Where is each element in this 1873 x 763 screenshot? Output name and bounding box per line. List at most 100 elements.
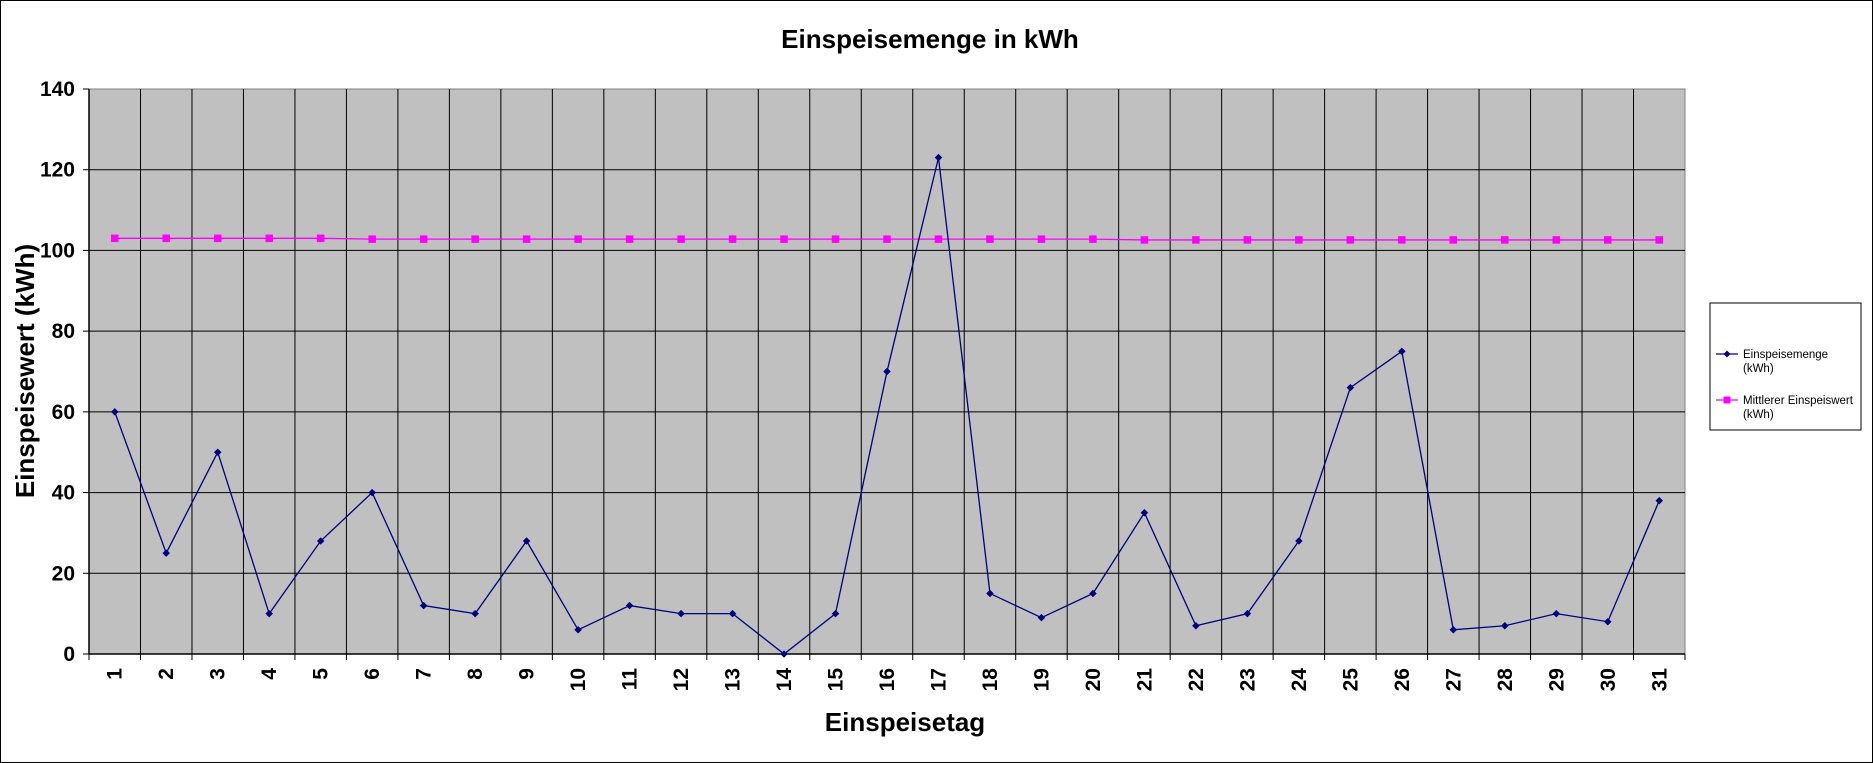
- data-point: [213, 234, 222, 243]
- legend-label-unit: (kWh): [1743, 363, 1774, 375]
- x-tick-label: 23: [1236, 668, 1259, 691]
- legend-swatch-marker: [1723, 396, 1731, 404]
- data-point: [883, 367, 891, 376]
- data-point: [1243, 236, 1252, 244]
- data-point: [1089, 235, 1097, 243]
- data-point: [265, 234, 273, 243]
- legend-label: Mittlerer Einspeiswert: [1743, 395, 1854, 407]
- data-point: [522, 537, 531, 545]
- x-tick-label: 20: [1082, 668, 1105, 691]
- data-point: [419, 601, 428, 610]
- data-point: [831, 235, 840, 243]
- chart-title: Einspeisemenge in kWh: [781, 24, 1079, 54]
- y-tick-label: 100: [40, 239, 75, 262]
- data-point: [1449, 236, 1458, 244]
- data-point: [1346, 236, 1355, 244]
- data-point: [986, 589, 994, 598]
- data-point: [368, 235, 376, 243]
- x-tick-label: 13: [722, 668, 745, 691]
- data-point: [728, 609, 737, 618]
- x-tick-label: 30: [1597, 668, 1620, 691]
- data-point: [574, 625, 582, 634]
- x-tick-label: 18: [979, 668, 1002, 692]
- data-point: [986, 235, 994, 243]
- legend-label: Einspeisemenge: [1743, 349, 1828, 361]
- data-point: [728, 235, 737, 243]
- x-tick-label: 17: [927, 668, 950, 691]
- data-point: [1552, 236, 1561, 244]
- data-point: [213, 448, 222, 457]
- x-tick-label: 6: [361, 668, 384, 680]
- x-tick-label: 26: [1391, 668, 1414, 691]
- x-tick-label: 8: [464, 668, 487, 680]
- x-tick-label: 14: [773, 668, 796, 692]
- legend: Einspeisemenge(kWh)Mittlerer Einspeiswer…: [1709, 302, 1862, 431]
- data-point: [162, 234, 170, 243]
- data-point: [162, 549, 171, 557]
- data-point: [934, 235, 943, 243]
- y-tick-label: 60: [52, 401, 75, 424]
- x-tick-label: 1: [104, 668, 127, 680]
- data-point: [368, 488, 377, 497]
- data-point: [316, 234, 325, 243]
- data-point: [883, 235, 891, 243]
- x-tick-label: 22: [1185, 668, 1208, 691]
- data-point: [1192, 621, 1200, 630]
- series-mittlerer-einspeiswert: [110, 234, 1664, 244]
- data-point: [934, 153, 943, 162]
- y-tick-label: 80: [52, 320, 75, 343]
- data-point: [1449, 625, 1458, 634]
- x-tick-label: 24: [1288, 668, 1311, 692]
- data-point: [1089, 589, 1097, 598]
- y-tick-label: 20: [52, 562, 75, 585]
- legend-label-unit: (kWh): [1743, 409, 1774, 421]
- data-point: [1397, 347, 1406, 356]
- x-tick-label: 2: [155, 668, 178, 680]
- legend-swatch-marker: [1723, 350, 1731, 358]
- data-point: [625, 235, 634, 243]
- x-tick-label: 29: [1545, 668, 1568, 691]
- data-point: [419, 235, 428, 243]
- x-tick-label: 31: [1648, 668, 1671, 692]
- x-tick-label: 16: [876, 668, 899, 691]
- data-point: [1192, 236, 1200, 244]
- data-point: [1140, 508, 1149, 517]
- x-tick-label: 4: [258, 668, 281, 680]
- data-point: [1243, 609, 1252, 618]
- data-point: [1295, 537, 1303, 545]
- x-tick-label: 5: [310, 668, 333, 680]
- data-point: [471, 235, 479, 243]
- data-point: [574, 235, 582, 243]
- y-tick-label: 140: [40, 78, 75, 101]
- x-tick-label: 10: [567, 668, 590, 691]
- series-layer: [110, 153, 1664, 658]
- x-tick-label: 11: [619, 668, 642, 691]
- data-point: [1552, 609, 1561, 618]
- data-point: [1655, 496, 1664, 505]
- legend-entry: Mittlerer Einspeiswert (kWh): [1716, 395, 1854, 421]
- x-tick-label: 21: [1133, 668, 1156, 692]
- data-point: [831, 609, 840, 618]
- legend-entry: Einspeisemenge (kWh): [1716, 349, 1828, 375]
- data-point: [471, 609, 479, 618]
- data-point: [110, 234, 119, 243]
- x-tick-label: 19: [1030, 668, 1053, 691]
- data-point: [1655, 236, 1664, 244]
- series-einspeisemenge: [110, 153, 1664, 658]
- data-point: [1500, 621, 1509, 630]
- data-point: [1295, 236, 1303, 244]
- data-point: [522, 235, 531, 243]
- x-tick-label: 12: [670, 668, 693, 691]
- data-point: [1037, 235, 1046, 243]
- data-point: [625, 601, 634, 610]
- data-point: [1140, 236, 1149, 244]
- y-tick-label: 0: [63, 643, 75, 666]
- y-tick-label: 120: [40, 159, 75, 182]
- gridlines: [89, 89, 1685, 654]
- data-point: [316, 537, 325, 545]
- y-tick-label: 40: [52, 482, 75, 505]
- x-axis-title: Einspeisetag: [825, 707, 985, 737]
- y-axis-title: Einspeisewert (kWh): [10, 244, 40, 498]
- data-point: [1398, 236, 1406, 244]
